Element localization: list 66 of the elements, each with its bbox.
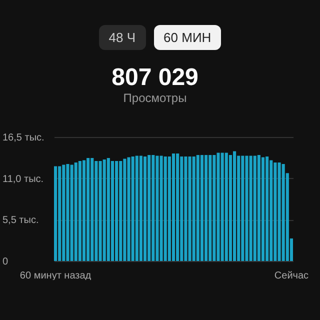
bar <box>192 156 196 261</box>
bar <box>176 154 180 261</box>
bar <box>204 155 208 261</box>
bar <box>135 156 138 261</box>
bar <box>127 157 130 261</box>
bar <box>106 158 110 261</box>
bar <box>131 156 134 261</box>
bar <box>257 155 260 261</box>
bar <box>274 162 277 261</box>
bar <box>270 160 273 261</box>
bar <box>86 158 90 261</box>
bar <box>148 155 151 261</box>
y-tick-label: 0 <box>2 256 8 268</box>
bar <box>119 161 122 261</box>
bar <box>245 156 248 261</box>
bar <box>139 156 142 261</box>
bar <box>168 156 171 261</box>
bar <box>62 164 66 261</box>
y-tick-label: 11,0 тыс. <box>2 174 44 185</box>
bar <box>241 156 244 261</box>
bar <box>74 162 78 261</box>
text: 48 Ч <box>98 25 146 50</box>
bar <box>144 156 147 261</box>
bar <box>164 156 167 261</box>
x-tick-label: Сейчас <box>274 270 309 282</box>
bar <box>278 162 281 261</box>
bar <box>224 152 228 261</box>
bar <box>58 166 62 261</box>
chart-title: 807 029 <box>112 64 198 91</box>
bar <box>70 164 74 261</box>
bar <box>94 161 98 261</box>
bar <box>54 166 58 261</box>
y-tick-label: 16,5 тыс. <box>2 132 44 144</box>
bar <box>208 155 212 261</box>
bar <box>66 164 70 261</box>
bar <box>200 155 204 261</box>
bar <box>156 156 159 261</box>
bar <box>184 156 188 261</box>
bar <box>232 151 236 261</box>
bar <box>188 156 192 261</box>
bar <box>196 155 200 261</box>
bar <box>82 160 86 261</box>
bar <box>212 155 216 261</box>
bar <box>266 156 269 261</box>
bar <box>253 156 256 261</box>
text: 60 МИН <box>154 25 222 50</box>
bar <box>261 157 265 261</box>
bar <box>160 156 163 261</box>
bar <box>237 156 240 261</box>
y-tick-label: 5,5 тыс. <box>2 215 39 226</box>
bar <box>180 156 184 261</box>
bar <box>172 154 176 261</box>
bar <box>78 161 82 261</box>
bar <box>220 152 224 261</box>
bar <box>110 161 114 261</box>
bar <box>216 152 220 261</box>
bar <box>98 161 102 261</box>
bar <box>115 161 118 261</box>
bar <box>282 164 285 261</box>
bar <box>102 160 106 261</box>
bar <box>90 158 94 261</box>
bar <box>152 155 155 261</box>
bar <box>123 158 126 261</box>
bar <box>228 155 232 261</box>
bar <box>249 156 252 261</box>
chart-subtitle: Просмотры <box>123 91 187 105</box>
